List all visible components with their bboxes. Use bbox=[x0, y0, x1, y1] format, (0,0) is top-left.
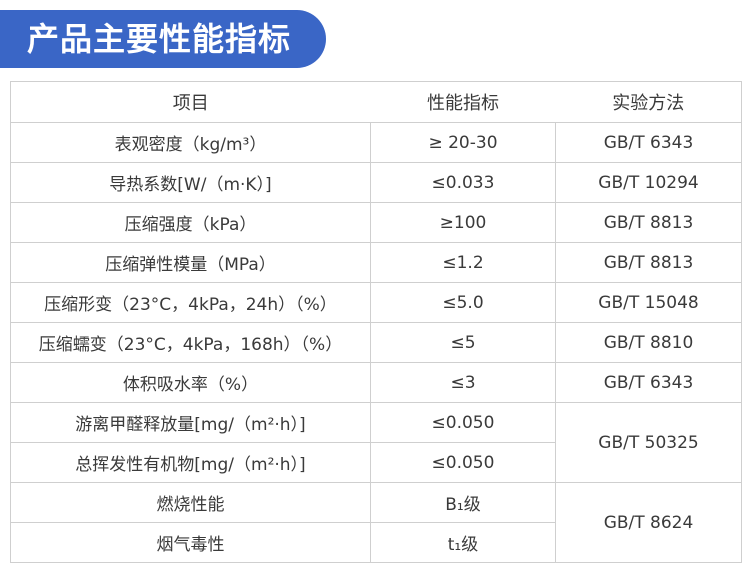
table-header-row: 项目 性能指标 实验方法 bbox=[10, 81, 742, 123]
cell-value: ≥100 bbox=[370, 202, 556, 243]
cell-value: ≤1.2 bbox=[370, 242, 556, 283]
cell-item: 烟气毒性 bbox=[10, 522, 371, 563]
cell-item: 压缩形变（23°C，4kPa，24h）（%） bbox=[10, 282, 371, 323]
table-row: 游离甲醛释放量[mg/（m²·h）] ≤0.050 GB/T 50325 bbox=[10, 402, 742, 483]
cell-value: ≤0.050 bbox=[370, 402, 556, 443]
cell-method: GB/T 8624 bbox=[555, 482, 742, 563]
cell-value: ≤5.0 bbox=[370, 282, 556, 323]
header-value: 性能指标 bbox=[370, 81, 556, 123]
cell-method: GB/T 50325 bbox=[555, 402, 742, 483]
cell-item: 体积吸水率（%） bbox=[10, 362, 371, 403]
cell-value: ≤3 bbox=[370, 362, 556, 403]
cell-item: 导热系数[W/（m·K）] bbox=[10, 162, 371, 203]
table-row: 压缩形变（23°C，4kPa，24h）（%） ≤5.0 GB/T 15048 bbox=[10, 282, 742, 323]
cell-item: 游离甲醛释放量[mg/（m²·h）] bbox=[10, 402, 371, 443]
cell-item: 压缩弹性模量（MPa） bbox=[10, 242, 371, 283]
table-row: 体积吸水率（%） ≤3 GB/T 6343 bbox=[10, 362, 742, 403]
page-title: 产品主要性能指标 bbox=[0, 10, 326, 68]
cell-method: GB/T 8813 bbox=[555, 242, 742, 283]
cell-method: GB/T 8813 bbox=[555, 202, 742, 243]
cell-value: ≤0.033 bbox=[370, 162, 556, 203]
cell-item: 压缩强度（kPa） bbox=[10, 202, 371, 243]
cell-item: 总挥发性有机物[mg/（m²·h）] bbox=[10, 442, 371, 483]
cell-value: ≤0.050 bbox=[370, 442, 556, 483]
cell-method: GB/T 6343 bbox=[555, 122, 742, 163]
cell-item: 燃烧性能 bbox=[10, 482, 371, 523]
table-row: 压缩弹性模量（MPa） ≤1.2 GB/T 8813 bbox=[10, 242, 742, 283]
table-row: 压缩蠕变（23°C，4kPa，168h）（%） ≤5 GB/T 8810 bbox=[10, 322, 742, 363]
cell-value: t₁级 bbox=[370, 522, 556, 563]
cell-method: GB/T 8810 bbox=[555, 322, 742, 363]
cell-value: ≥ 20-30 bbox=[370, 122, 556, 163]
table-row: 压缩强度（kPa） ≥100 GB/T 8813 bbox=[10, 202, 742, 243]
table-row: 烟气毒性 t₁级 bbox=[10, 522, 742, 563]
cell-item: 压缩蠕变（23°C，4kPa，168h）（%） bbox=[10, 322, 371, 363]
cell-method: GB/T 6343 bbox=[555, 362, 742, 403]
table-row: 燃烧性能 B₁级 GB/T 8624 bbox=[10, 482, 742, 563]
cell-value: ≤5 bbox=[370, 322, 556, 363]
header-method: 实验方法 bbox=[555, 81, 742, 123]
cell-item: 表观密度（kg/m³） bbox=[10, 122, 371, 163]
table-row: 导热系数[W/（m·K）] ≤0.033 GB/T 10294 bbox=[10, 162, 742, 203]
header-item: 项目 bbox=[10, 81, 371, 123]
table-row: 表观密度（kg/m³） ≥ 20-30 GB/T 6343 bbox=[10, 122, 742, 163]
performance-table: 项目 性能指标 实验方法 表观密度（kg/m³） ≥ 20-30 GB/T 63… bbox=[10, 81, 742, 563]
cell-method: GB/T 10294 bbox=[555, 162, 742, 203]
cell-method: GB/T 15048 bbox=[555, 282, 742, 323]
table-row: 总挥发性有机物[mg/（m²·h）] ≤0.050 bbox=[10, 442, 742, 483]
cell-value: B₁级 bbox=[370, 482, 556, 523]
